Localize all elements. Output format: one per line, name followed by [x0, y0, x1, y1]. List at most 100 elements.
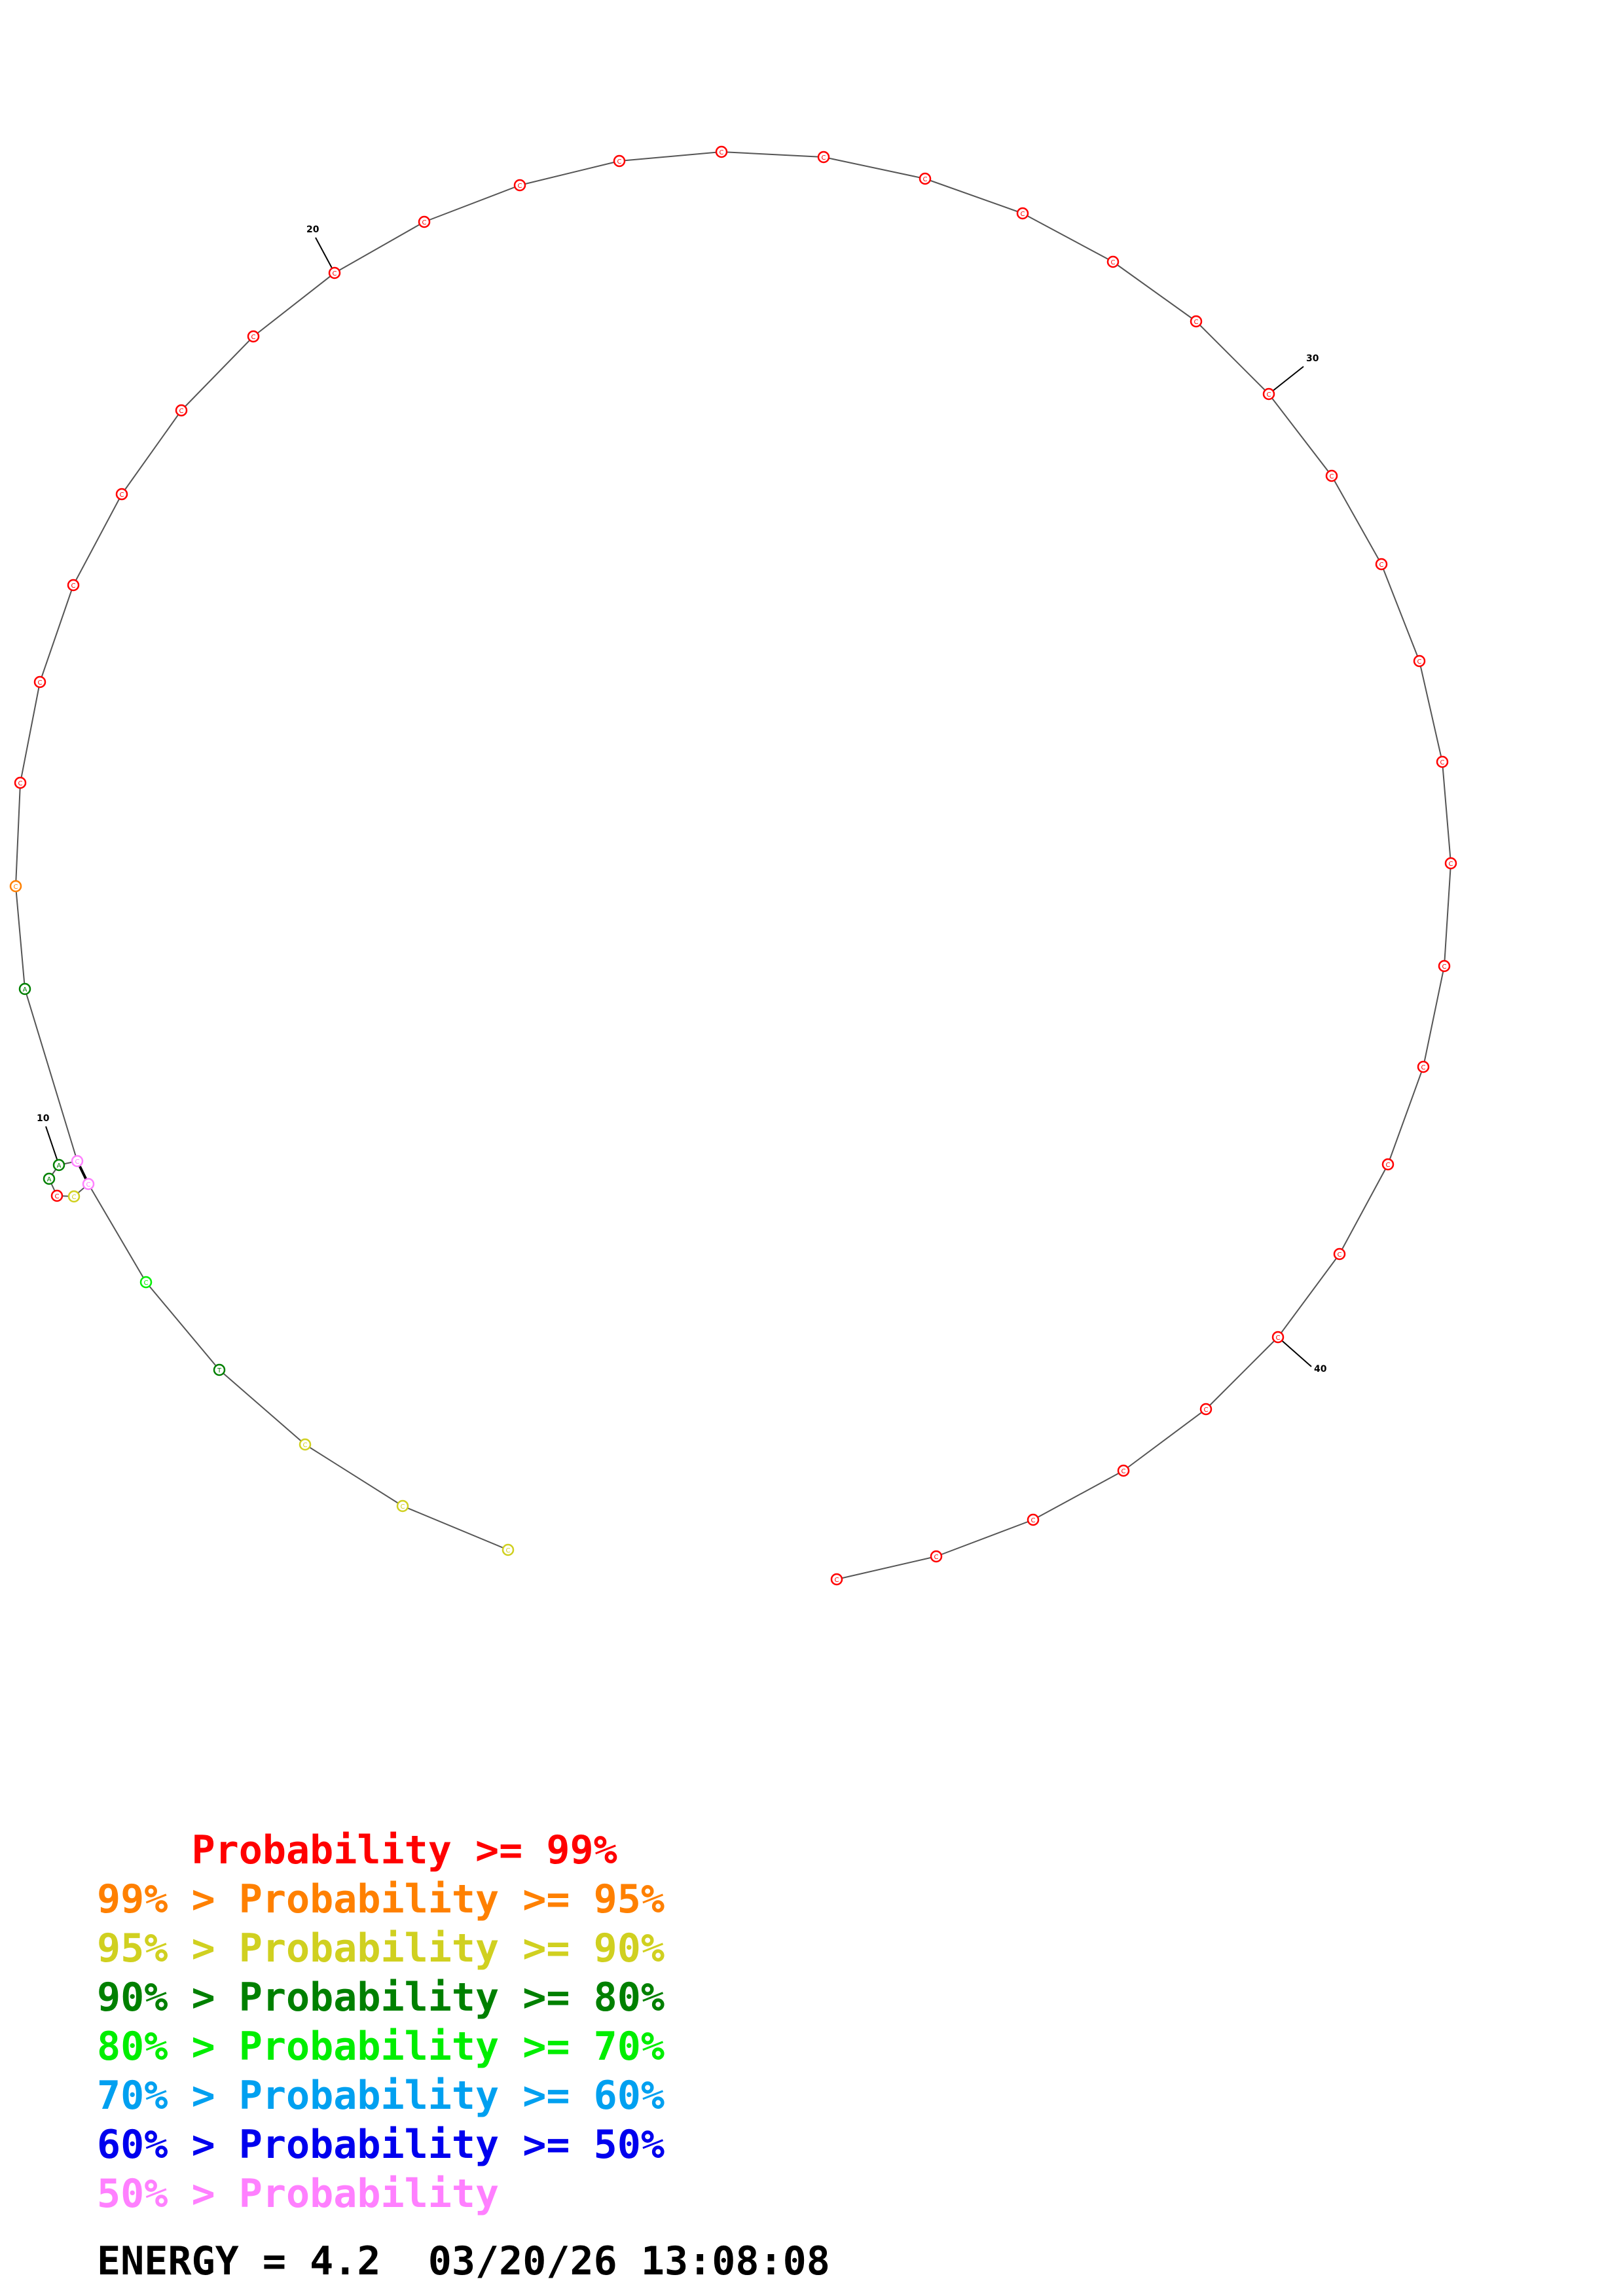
base-circle [52, 1158, 65, 1172]
base-circle [14, 776, 27, 789]
base-circle [1375, 558, 1388, 571]
backbone-segment [1442, 761, 1451, 864]
backbone-segment [924, 178, 1023, 214]
base-letter: C [86, 1181, 91, 1189]
base-circle [43, 1172, 56, 1185]
backbone-segment [1123, 1408, 1207, 1471]
base-letter: C [38, 679, 43, 687]
numbering-ticks: 10 20 30 40 [37, 224, 1327, 1374]
base-circle [513, 179, 526, 192]
legend-row: 80% > Probability >= 70% [97, 2022, 665, 2072]
backbone-segment [1032, 1470, 1124, 1520]
backbone-segment [253, 272, 335, 337]
legend-prefix: 80% > [97, 2024, 239, 2070]
base-nodes: CCCTCCCCAACACCCCCCCCCCCCCCCCCCCCCCCCCCCC… [9, 145, 1457, 1586]
base-circle [1190, 315, 1203, 328]
base-circle [67, 579, 80, 592]
base-letter: C [1338, 1251, 1342, 1259]
base-node: C [1438, 960, 1451, 973]
backbone-segment [936, 1519, 1034, 1557]
base-circle [418, 215, 431, 228]
base-node: C [33, 675, 46, 689]
backbone-segment [1381, 564, 1420, 662]
base-circle [919, 172, 932, 185]
backbone-segment [721, 151, 824, 158]
base-letter: C [506, 1547, 511, 1554]
base-circle [1417, 1060, 1430, 1073]
legend-prefix [97, 1827, 192, 1873]
backbone-segment [304, 1444, 403, 1507]
backbone-segment [1331, 475, 1382, 565]
base-node: T [213, 1363, 226, 1376]
base-node: C [1381, 1158, 1395, 1171]
legend-probability: Probability >= 99% [191, 1827, 617, 1873]
base-node: C [1190, 315, 1203, 328]
backbone-segment [1205, 1336, 1279, 1410]
legend-prefix: 50% > [97, 2171, 239, 2217]
base-letter: C [120, 492, 124, 499]
base-node: C [71, 1155, 84, 1168]
numbering-tick-line [1277, 1336, 1312, 1367]
base-letter: C [422, 219, 427, 226]
base-circle [1333, 1247, 1346, 1261]
backbone-segment [121, 410, 182, 495]
base-circle [930, 1550, 943, 1563]
legend-probability: Probability >= 90% [238, 1926, 665, 1971]
base-letter: C [934, 1554, 939, 1561]
base-circle [817, 151, 830, 164]
base-circle [213, 1363, 226, 1376]
base-circle [396, 1499, 409, 1513]
base-node: C [67, 1190, 81, 1203]
base-letter: A [47, 1176, 52, 1183]
base-letter: C [1122, 1468, 1126, 1475]
base-letter: C [720, 149, 724, 156]
base-letter: A [57, 1162, 62, 1170]
base-circle [1016, 207, 1029, 220]
base-letter: C [1031, 1517, 1036, 1524]
backbone-segment [219, 1369, 306, 1445]
base-node: C [1333, 1247, 1346, 1261]
base-node: A [18, 982, 31, 996]
base-node: C [247, 330, 260, 343]
backbone-segment [39, 584, 74, 683]
base-letter: C [75, 1158, 80, 1166]
legend-row: 90% > Probability >= 80% [97, 1973, 665, 2022]
backbone-segment [88, 1183, 147, 1283]
base-node: C [1436, 755, 1449, 768]
backbone-segment [1022, 213, 1114, 262]
base-circle [1262, 387, 1275, 401]
backbone-segment [15, 886, 26, 990]
legend-probability: Probability >= 70% [238, 2024, 665, 2070]
base-letter: C [71, 583, 76, 590]
base-letter: C [1379, 562, 1384, 569]
backbone-segment [1444, 863, 1451, 967]
backbone-segment [1387, 1066, 1424, 1165]
base-circle [1438, 960, 1451, 973]
base-node: C [1199, 1403, 1213, 1416]
base-letter: C [1267, 391, 1271, 399]
base-node: C [1271, 1331, 1285, 1344]
numbering-label: 40 [1314, 1364, 1327, 1374]
backbone-segment [181, 336, 254, 411]
base-node: C [396, 1499, 409, 1513]
base-node: C [919, 172, 932, 185]
base-letter: C [1194, 319, 1199, 326]
base-letter: C [1442, 963, 1447, 971]
base-letter: C [18, 780, 23, 787]
base-circle [715, 145, 728, 158]
base-circle [1117, 1464, 1130, 1477]
base-node: C [715, 145, 728, 158]
base-node: C [501, 1543, 515, 1556]
base-node: C [115, 488, 128, 501]
base-letter: C [303, 1442, 308, 1449]
backbone-segment [1268, 393, 1332, 476]
backbone-segment [1423, 965, 1445, 1067]
backbone-segment [145, 1282, 220, 1371]
backbone-segment [15, 782, 21, 887]
base-circle [115, 488, 128, 501]
probability-legend: Probability >= 99% 99% > Probability >= 9… [97, 1826, 665, 2219]
base-letter: C [1111, 259, 1116, 266]
base-letter: C [72, 1194, 77, 1201]
base-letter: C [835, 1577, 839, 1584]
base-node: C [930, 1550, 943, 1563]
